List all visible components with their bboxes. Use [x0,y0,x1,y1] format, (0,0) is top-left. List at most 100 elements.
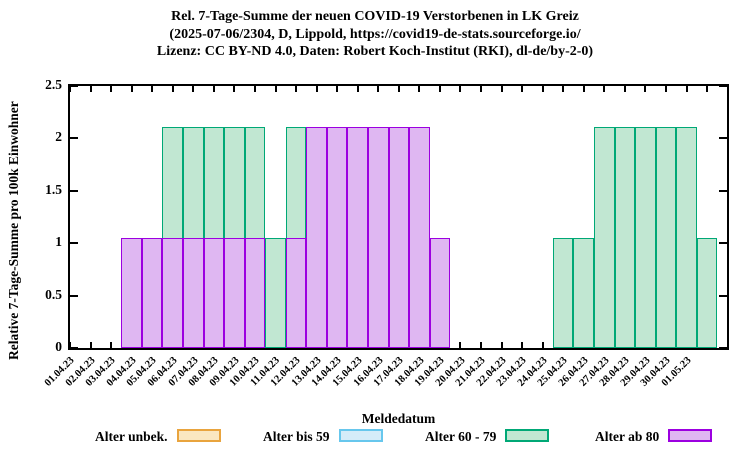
bar-alter-ab-80 [367,126,389,348]
bar-alter-ab-80 [409,126,430,348]
bar-alter-ab-80 [183,237,204,348]
x-tick-top [459,86,462,92]
x-tick-top [212,86,215,92]
y-tick-right [719,189,727,192]
legend-swatch [338,429,383,442]
x-tick-top [603,86,606,92]
x-axis-label: Meldedatum [361,411,436,426]
chart-title-line-3: Lizenz: CC BY-ND 4.0, Daten: Robert Koch… [156,44,594,59]
x-tick-top [644,86,647,92]
y-tick-label: 0 [55,339,62,354]
y-tick-label: 1 [55,234,62,250]
x-tick-top [664,86,667,92]
bar-alter-ab-80 [306,126,327,348]
x-tick-top [315,86,318,92]
x-tick-top [623,86,626,92]
chart-title: Rel. 7-Tage-Summe der neuen COVID-19 Ver… [45,8,705,61]
bar-alter-60-79 [676,126,697,348]
x-tick-top [438,86,441,92]
bar-alter-ab-80 [121,237,142,348]
x-tick-top [89,86,92,92]
x-tick-top [500,86,503,92]
y-tick-right [719,347,727,349]
x-tick-bottom [521,342,524,348]
bar-alter-ab-80 [429,237,451,348]
x-tick-top [274,86,277,92]
bar-alter-ab-80 [141,237,163,348]
x-tick-top [418,86,421,92]
bar-alter-60-79 [573,237,595,348]
x-tick-bottom [541,342,544,348]
bar-alter-ab-80 [347,126,368,348]
y-tick-left [70,137,78,140]
x-tick-top [356,86,359,92]
x-tick-bottom [480,342,482,348]
y-tick-left [70,189,78,192]
x-tick-top [295,86,298,92]
x-tick-top [110,86,113,92]
x-tick-top [171,86,174,92]
y-tick-left [70,85,78,87]
y-tick-right [719,85,727,87]
x-tick-top [192,86,195,92]
bar-alter-ab-80 [326,126,348,348]
x-tick-top [541,86,544,92]
legend-label: Alter bis 59 [263,429,330,444]
chart-title-line-1: Rel. 7-Tage-Summe der neuen COVID-19 Ver… [171,9,579,24]
y-tick-right [719,242,727,245]
x-tick-top [130,86,133,92]
x-tick-top [377,86,380,92]
x-tick-top [69,86,71,92]
y-tick-label: 2 [55,129,62,145]
legend-item-alter-unbek-: Alter unbek. [95,429,221,445]
bar-alter-60-79 [635,126,656,348]
x-tick-top [397,86,400,92]
bar-alter-60-79 [614,126,636,348]
bar-alter-ab-80 [224,237,245,348]
y-tick-left [70,242,78,245]
x-tick-top [253,86,256,92]
bar-alter-ab-80 [162,237,184,348]
y-tick-right [719,294,727,297]
y-tick-left [70,347,78,349]
x-tick-top [480,86,482,92]
x-tick-top [706,86,709,92]
legend-label: Alter 60 - 79 [425,429,497,444]
legend-item-alter-60-79: Alter 60 - 79 [425,429,550,445]
x-tick-bottom [459,342,462,348]
legend-swatch [505,429,550,442]
x-tick-bottom [69,342,71,348]
x-tick-top [521,86,524,92]
y-axis-label: Relative 7-Tage-Summe pro 100k Einwohner [6,101,21,360]
bar-alter-60-79 [655,126,677,348]
legend-label: Alter unbek. [95,429,168,444]
legend-item-alter-ab-80: Alter ab 80 [595,429,713,445]
y-tick-right [719,137,727,140]
y-tick-label: 2.5 [45,77,62,92]
bar-alter-60-79 [594,126,615,348]
bar-alter-60-79 [265,237,286,348]
legend-item-alter-bis-59: Alter bis 59 [263,429,383,445]
x-tick-bottom [89,342,92,348]
x-tick-top [582,86,585,92]
legend-swatch [668,429,713,442]
x-tick-bottom [110,342,113,348]
y-tick-left [70,294,78,297]
y-tick-label: 1.5 [45,181,62,197]
x-tick-top [336,86,339,92]
x-tick-top [685,86,688,92]
x-tick-top [151,86,154,92]
bar-alter-ab-80 [285,237,307,348]
bar-alter-ab-80 [203,237,225,348]
x-tick-bottom [500,342,503,348]
chart-title-line-2: (2025-07-06/2304, D, Lippold, https://co… [169,26,581,42]
bar-alter-ab-80 [388,126,410,348]
legend-swatch [176,429,221,442]
legend-label: Alter ab 80 [595,429,660,444]
x-tick-top [233,86,236,92]
bar-alter-60-79 [696,237,718,348]
y-tick-label: 0.5 [45,286,62,302]
bar-alter-ab-80 [244,237,266,348]
bar-alter-60-79 [552,237,574,348]
